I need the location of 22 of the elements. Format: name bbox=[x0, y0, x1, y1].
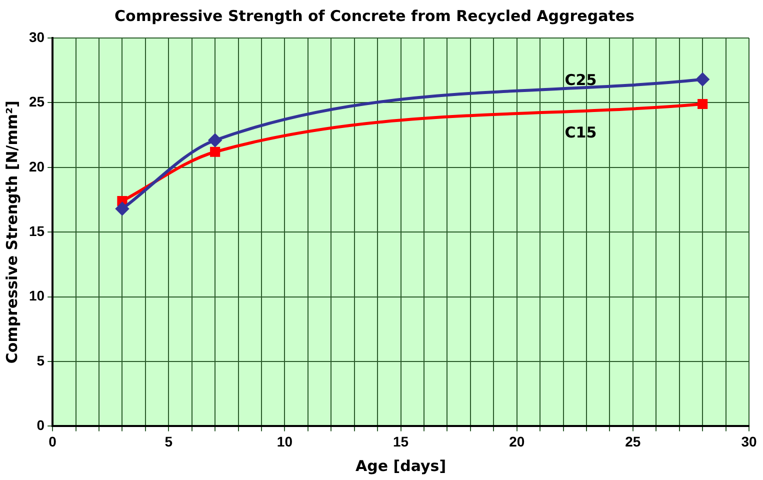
point bbox=[210, 146, 220, 157]
point bbox=[696, 72, 710, 86]
x-tick-label: 15 bbox=[392, 433, 409, 450]
y-tick-label: 10 bbox=[28, 288, 45, 304]
y-axis-title: Compressive Strength [N/mm²] bbox=[2, 100, 21, 364]
x-tick-label: 0 bbox=[48, 433, 57, 450]
y-tick-label: 25 bbox=[28, 94, 45, 110]
x-axis-title: Age [days] bbox=[356, 456, 446, 475]
point bbox=[208, 134, 222, 147]
x-tick-label: 20 bbox=[509, 433, 525, 450]
x-tick-label: 10 bbox=[276, 433, 293, 450]
x-tick-label: 5 bbox=[164, 433, 173, 450]
y-tick-label: 15 bbox=[28, 222, 45, 239]
y-tick-label: 5 bbox=[36, 352, 45, 368]
point bbox=[698, 98, 708, 110]
x-tick-label: 30 bbox=[741, 433, 757, 450]
y-tick-label: 30 bbox=[28, 28, 45, 45]
point bbox=[116, 202, 129, 216]
y-tick-label: 20 bbox=[28, 158, 45, 174]
y-tick-label: 0 bbox=[36, 417, 45, 434]
chart-title: Compressive Strength of Concrete from Recycled Aggregates bbox=[114, 6, 635, 25]
x-tick-label: 25 bbox=[625, 433, 641, 450]
